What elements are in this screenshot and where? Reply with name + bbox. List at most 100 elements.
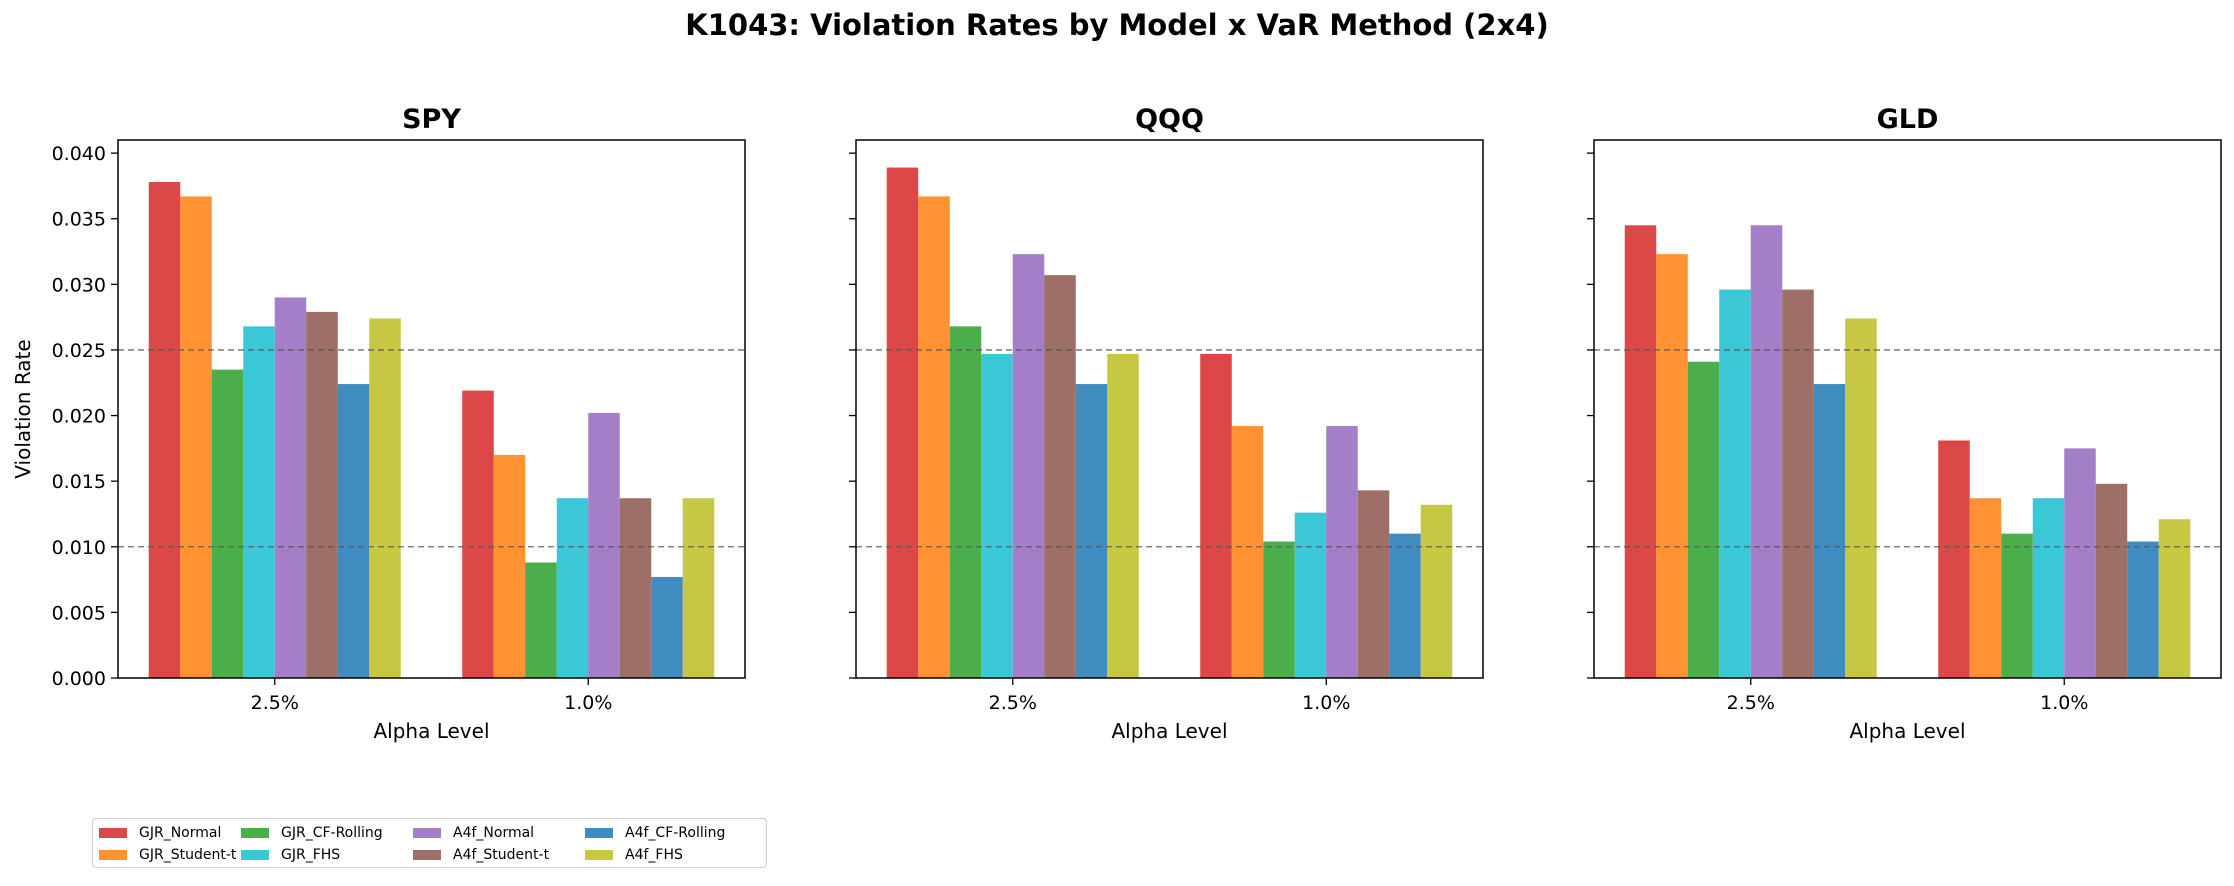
bar	[2001, 533, 2033, 678]
y-tick-label: 0.040	[52, 143, 106, 165]
bar	[1389, 533, 1421, 678]
x-tick-label: 1.0%	[564, 692, 612, 714]
panel-title: SPY	[402, 104, 461, 135]
bar	[1938, 440, 1970, 678]
bar	[949, 326, 982, 678]
bar	[1294, 512, 1327, 678]
legend-swatch	[241, 828, 269, 838]
legend: GJR_Normal GJR_Student-t GJR_CF-Rolling GJR…	[92, 818, 767, 868]
axes-frame	[1593, 139, 2222, 679]
y-tick-label: 0.030	[52, 274, 106, 296]
legend-swatch	[585, 850, 613, 860]
bar	[180, 196, 212, 679]
y-axis-label: Violation Rate	[11, 339, 35, 478]
y-tick-label: 0.000	[52, 668, 106, 690]
legend-label: A4f_Normal	[453, 825, 535, 841]
x-tick-label: 2.5%	[1727, 692, 1775, 714]
bar	[1107, 353, 1139, 678]
legend-swatch	[99, 828, 127, 838]
legend-label: GJR_FHS	[281, 847, 341, 863]
legend-label: A4f_CF-Rolling	[625, 825, 726, 841]
axes-frame	[117, 139, 746, 679]
legend-swatch	[99, 850, 127, 860]
y-tick-label: 0.015	[52, 471, 106, 493]
bar	[1012, 254, 1045, 678]
legend-swatch	[413, 850, 441, 860]
x-axis-label: Alpha Level	[1111, 719, 1227, 743]
bar	[1326, 426, 1358, 678]
bar	[1263, 541, 1295, 678]
bar	[306, 311, 338, 678]
legend-item: A4f_CF-Rolling	[585, 822, 755, 844]
y-tick-label: 0.010	[52, 537, 106, 559]
bar	[1231, 426, 1264, 678]
bar	[1782, 289, 1814, 678]
bar	[2158, 519, 2191, 678]
x-axis-label: Alpha Level	[373, 719, 489, 743]
bar	[1969, 498, 2002, 678]
legend-item: GJR_CF-Rolling	[241, 822, 411, 844]
y-tick-label: 0.005	[52, 602, 106, 624]
legend-item: GJR_FHS	[241, 844, 411, 866]
bar	[1687, 361, 1720, 678]
bar	[682, 498, 715, 678]
y-tick-label: 0.035	[52, 209, 106, 231]
legend-label: GJR_CF-Rolling	[281, 825, 383, 841]
x-tick-label: 1.0%	[1302, 692, 1350, 714]
x-axis-label: Alpha Level	[1849, 719, 1965, 743]
axes-frame	[855, 139, 1484, 679]
bar	[1813, 384, 1846, 678]
bar	[918, 196, 950, 679]
bar	[886, 167, 919, 678]
legend-item: A4f_FHS	[585, 844, 755, 866]
bar	[2064, 448, 2096, 678]
panel-title: GLD	[1877, 104, 1939, 135]
legend-item: A4f_Normal	[413, 822, 583, 844]
bar	[2127, 541, 2159, 678]
bar	[337, 384, 370, 678]
bar	[619, 498, 652, 678]
bar	[588, 412, 620, 678]
x-tick-label: 2.5%	[989, 692, 1037, 714]
bar	[1420, 504, 1453, 678]
bar	[1750, 225, 1783, 679]
bar	[369, 318, 401, 678]
bar	[1719, 289, 1751, 678]
x-tick-label: 2.5%	[251, 692, 299, 714]
bar	[2032, 498, 2065, 678]
bar	[2095, 483, 2128, 678]
figure-title: K1043: Violation Rates by Model x VaR Me…	[685, 8, 1549, 42]
bar	[981, 353, 1013, 678]
bar	[1357, 490, 1390, 678]
legend-swatch	[413, 828, 441, 838]
bar	[556, 498, 589, 678]
panel-title: QQQ	[1135, 104, 1204, 135]
y-tick-label: 0.025	[52, 340, 106, 362]
bar	[274, 297, 307, 678]
legend-swatch	[241, 850, 269, 860]
bar	[651, 576, 683, 678]
bar	[525, 562, 557, 678]
bar	[1200, 353, 1232, 678]
legend-label: GJR_Student-t	[139, 847, 237, 863]
bar	[1656, 254, 1688, 678]
legend-item: GJR_Student-t	[99, 844, 239, 866]
legend-label: GJR_Normal	[139, 825, 222, 841]
legend-swatch	[585, 828, 613, 838]
legend-item: GJR_Normal	[99, 822, 239, 844]
bar	[1044, 275, 1076, 678]
bar	[1624, 225, 1657, 679]
x-tick-label: 1.0%	[2040, 692, 2088, 714]
legend-label: A4f_FHS	[625, 847, 683, 863]
legend-label: A4f_Student-t	[453, 847, 550, 863]
legend-item: A4f_Student-t	[413, 844, 583, 866]
bar	[148, 181, 181, 679]
bar	[493, 454, 526, 678]
bar	[243, 326, 275, 678]
bar	[1845, 318, 1877, 678]
y-tick-label: 0.020	[52, 406, 106, 428]
bar	[1075, 384, 1108, 678]
bar	[462, 390, 494, 678]
bar	[211, 369, 244, 678]
